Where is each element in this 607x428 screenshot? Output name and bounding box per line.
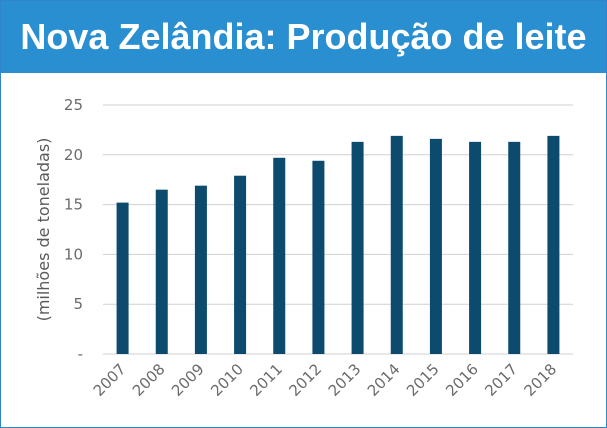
- x-tick-label: 2011: [246, 360, 286, 400]
- x-tick-label: 2018: [521, 360, 561, 400]
- y-tick-label: 5: [73, 295, 83, 313]
- gridlines: [103, 104, 573, 355]
- x-tick-label: 2013: [325, 360, 365, 400]
- bars: [116, 135, 560, 354]
- title-bar: Nova Zelândia: Produção de leite: [1, 1, 606, 73]
- bar-2013: [351, 141, 364, 354]
- x-tick-label: 2015: [403, 360, 443, 400]
- x-tick-label: 2007: [90, 360, 130, 400]
- bar-2008: [155, 189, 168, 354]
- bar-2018: [547, 135, 560, 354]
- bar-2014: [390, 135, 403, 354]
- x-tick-label: 2016: [442, 360, 482, 400]
- y-tick-label: -: [78, 345, 83, 363]
- x-tick-label: 2017: [481, 360, 521, 400]
- x-axis-ticks: 2007 2008 2009 2010 2011 2012 2013 2014 2015 2016…: [90, 360, 561, 400]
- bar-2017: [508, 141, 521, 354]
- y-tick-label: 25: [64, 96, 83, 114]
- x-tick-label: 2009: [168, 360, 208, 400]
- y-tick-label: 10: [64, 245, 83, 263]
- bar-2011: [273, 157, 286, 354]
- bar-2007: [116, 202, 129, 354]
- bar-2010: [234, 175, 247, 354]
- x-tick-label: 2014: [364, 360, 404, 400]
- y-tick-label: 15: [64, 196, 83, 214]
- y-axis-label: (milhões de toneladas): [34, 138, 53, 322]
- bar-2012: [312, 160, 325, 354]
- bar-2009: [194, 185, 207, 354]
- y-tick-label: 20: [64, 146, 83, 164]
- x-tick-label: 2010: [207, 360, 247, 400]
- y-axis-ticks: - 5 10 15 20 25: [64, 96, 83, 363]
- chart-title: Nova Zelândia: Produção de leite: [20, 16, 587, 57]
- bar-2016: [469, 141, 482, 354]
- x-tick-label: 2008: [129, 360, 169, 400]
- bar-2015: [429, 138, 442, 354]
- x-tick-label: 2012: [286, 360, 326, 400]
